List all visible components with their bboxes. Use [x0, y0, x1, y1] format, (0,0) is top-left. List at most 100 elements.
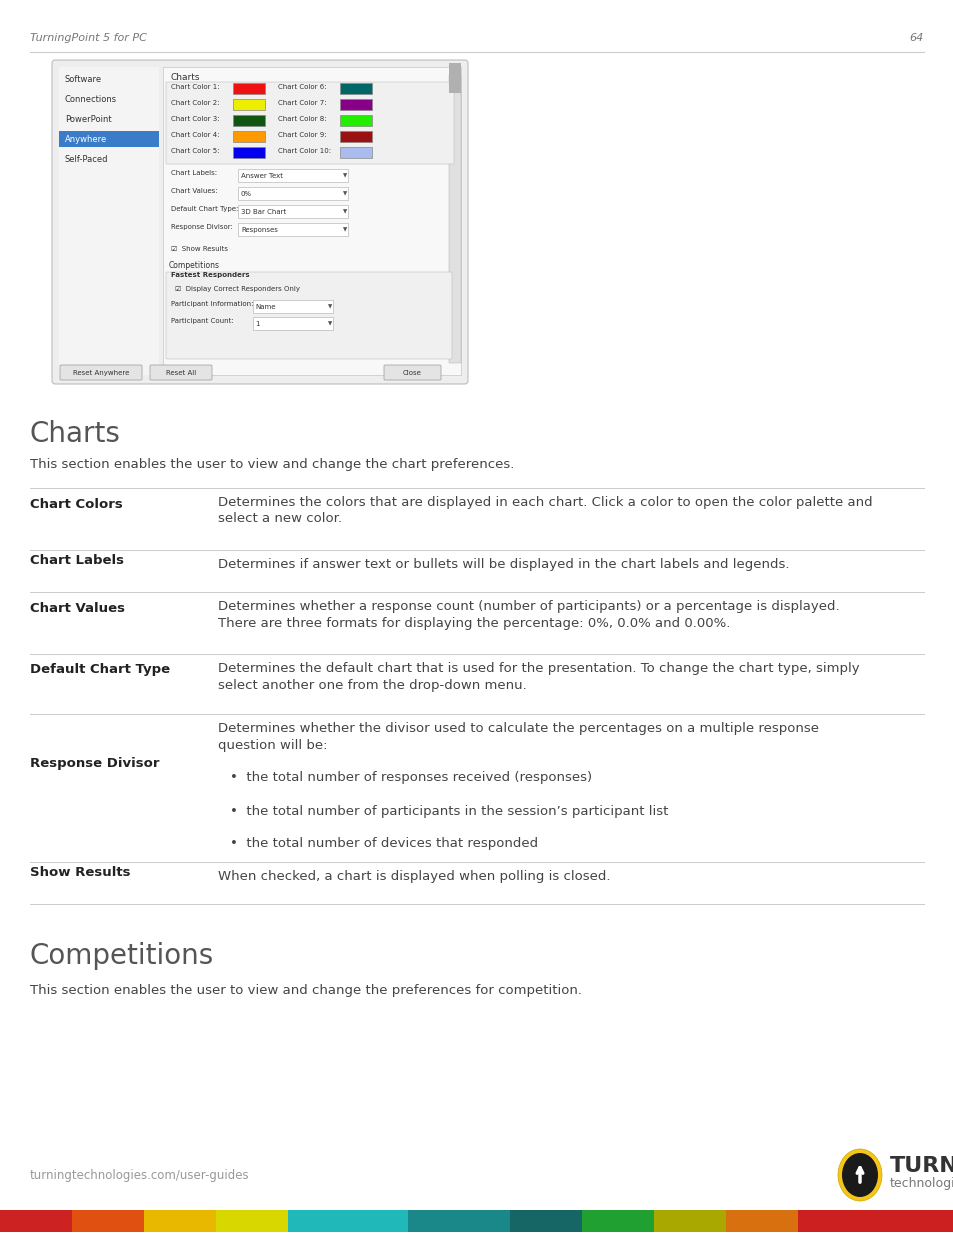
- Text: Default Chart Type: Default Chart Type: [30, 663, 170, 677]
- Text: 0%: 0%: [241, 191, 252, 198]
- Bar: [510, 1210, 581, 1233]
- Text: Chart Color 2:: Chart Color 2:: [171, 100, 219, 106]
- Text: Software: Software: [65, 74, 102, 84]
- Text: ▼: ▼: [343, 210, 347, 215]
- Bar: [237, 224, 348, 236]
- FancyBboxPatch shape: [150, 366, 212, 380]
- Text: Participant Count:: Participant Count:: [171, 317, 233, 324]
- Text: Responses: Responses: [241, 227, 277, 233]
- Text: Chart Color 1:: Chart Color 1:: [171, 84, 219, 90]
- FancyBboxPatch shape: [384, 366, 440, 380]
- Bar: [233, 115, 265, 126]
- Bar: [581, 1210, 654, 1233]
- Text: 1: 1: [254, 321, 259, 327]
- Text: Determines whether the divisor used to calculate the percentages on a multiple r: Determines whether the divisor used to c…: [218, 722, 818, 735]
- Bar: [339, 83, 372, 94]
- Bar: [253, 317, 333, 330]
- Bar: [237, 169, 348, 182]
- Bar: [725, 1210, 797, 1233]
- Text: Reset Anywhere: Reset Anywhere: [72, 370, 129, 375]
- Ellipse shape: [837, 1149, 882, 1200]
- Text: Chart Colors: Chart Colors: [30, 498, 123, 510]
- Bar: [253, 300, 333, 312]
- Bar: [237, 205, 348, 219]
- Bar: [797, 1210, 953, 1233]
- Text: Competitions: Competitions: [30, 942, 214, 969]
- Bar: [449, 63, 460, 93]
- Text: Chart Color 7:: Chart Color 7:: [277, 100, 326, 106]
- Text: ▼: ▼: [343, 191, 347, 196]
- Text: Fastest Responders: Fastest Responders: [171, 272, 250, 278]
- Bar: [237, 186, 348, 200]
- Text: select a new color.: select a new color.: [218, 513, 341, 526]
- Text: ▼: ▼: [343, 173, 347, 179]
- Bar: [408, 1210, 510, 1233]
- Text: Chart Color 8:: Chart Color 8:: [277, 116, 326, 122]
- FancyBboxPatch shape: [166, 272, 452, 359]
- Text: ☑  Display Correct Responders Only: ☑ Display Correct Responders Only: [174, 287, 299, 291]
- Text: Determines whether a response count (number of participants) or a percentage is : Determines whether a response count (num…: [218, 600, 839, 613]
- Text: Chart Color 4:: Chart Color 4:: [171, 132, 219, 138]
- Text: •  the total number of participants in the session’s participant list: • the total number of participants in th…: [230, 804, 668, 818]
- Text: Response Divisor:: Response Divisor:: [171, 224, 233, 230]
- FancyBboxPatch shape: [166, 82, 454, 164]
- Text: ▼: ▼: [343, 227, 347, 232]
- Text: ▼: ▼: [328, 321, 332, 326]
- Text: select another one from the drop-down menu.: select another one from the drop-down me…: [218, 678, 526, 692]
- Bar: [449, 75, 460, 363]
- Text: •  the total number of responses received (responses): • the total number of responses received…: [230, 772, 592, 784]
- Text: Anywhere: Anywhere: [65, 135, 107, 143]
- Text: Show Results: Show Results: [30, 866, 131, 878]
- Text: technologies: technologies: [889, 1177, 953, 1189]
- Text: TurningPoint 5 for PC: TurningPoint 5 for PC: [30, 33, 147, 43]
- Text: Chart Labels: Chart Labels: [30, 553, 124, 567]
- Text: Chart Values: Chart Values: [30, 601, 125, 615]
- Text: Charts: Charts: [171, 73, 200, 82]
- Text: When checked, a chart is displayed when polling is closed.: When checked, a chart is displayed when …: [218, 869, 610, 883]
- Bar: [339, 131, 372, 142]
- Text: Name: Name: [254, 304, 275, 310]
- Text: ▼: ▼: [328, 305, 332, 310]
- Text: Chart Color 9:: Chart Color 9:: [277, 132, 326, 138]
- Bar: [233, 131, 265, 142]
- Text: Self-Paced: Self-Paced: [65, 154, 109, 163]
- Text: Response Divisor: Response Divisor: [30, 757, 159, 771]
- Text: This section enables the user to view and change the preferences for competition: This section enables the user to view an…: [30, 984, 581, 997]
- Ellipse shape: [841, 1153, 877, 1197]
- Text: There are three formats for displaying the percentage: 0%, 0.0% and 0.00%.: There are three formats for displaying t…: [218, 616, 730, 630]
- Bar: [654, 1210, 725, 1233]
- Text: ☑  Show Results: ☑ Show Results: [171, 246, 228, 252]
- Bar: [233, 147, 265, 158]
- Text: Close: Close: [402, 370, 421, 375]
- Text: 64: 64: [909, 33, 923, 43]
- Bar: [288, 1210, 408, 1233]
- Text: TURNING: TURNING: [889, 1156, 953, 1176]
- Bar: [59, 67, 159, 375]
- FancyBboxPatch shape: [60, 366, 142, 380]
- Text: Charts: Charts: [30, 420, 121, 448]
- Text: Chart Color 5:: Chart Color 5:: [171, 148, 219, 154]
- Bar: [233, 99, 265, 110]
- Bar: [0, 1210, 71, 1233]
- Text: Chart Color 6:: Chart Color 6:: [277, 84, 326, 90]
- Text: Participant Information:: Participant Information:: [171, 301, 253, 308]
- Bar: [163, 67, 460, 375]
- Text: Determines if answer text or bullets will be displayed in the chart labels and l: Determines if answer text or bullets wil…: [218, 558, 789, 571]
- Bar: [215, 1210, 288, 1233]
- Text: Answer Text: Answer Text: [241, 173, 283, 179]
- Bar: [71, 1210, 144, 1233]
- Bar: [144, 1210, 215, 1233]
- Text: •  the total number of devices that responded: • the total number of devices that respo…: [230, 837, 537, 851]
- Text: Determines the colors that are displayed in each chart. Click a color to open th: Determines the colors that are displayed…: [218, 496, 872, 509]
- Text: Chart Color 3:: Chart Color 3:: [171, 116, 219, 122]
- Bar: [59, 131, 159, 147]
- Text: Chart Color 10:: Chart Color 10:: [277, 148, 331, 154]
- Text: 3D Bar Chart: 3D Bar Chart: [241, 209, 286, 215]
- Text: question will be:: question will be:: [218, 739, 327, 752]
- Text: Default Chart Type:: Default Chart Type:: [171, 206, 238, 212]
- Text: Determines the default chart that is used for the presentation. To change the ch: Determines the default chart that is use…: [218, 662, 859, 676]
- Text: PowerPoint: PowerPoint: [65, 115, 112, 124]
- Bar: [339, 115, 372, 126]
- Text: Competitions: Competitions: [169, 261, 220, 269]
- Text: Connections: Connections: [65, 95, 117, 104]
